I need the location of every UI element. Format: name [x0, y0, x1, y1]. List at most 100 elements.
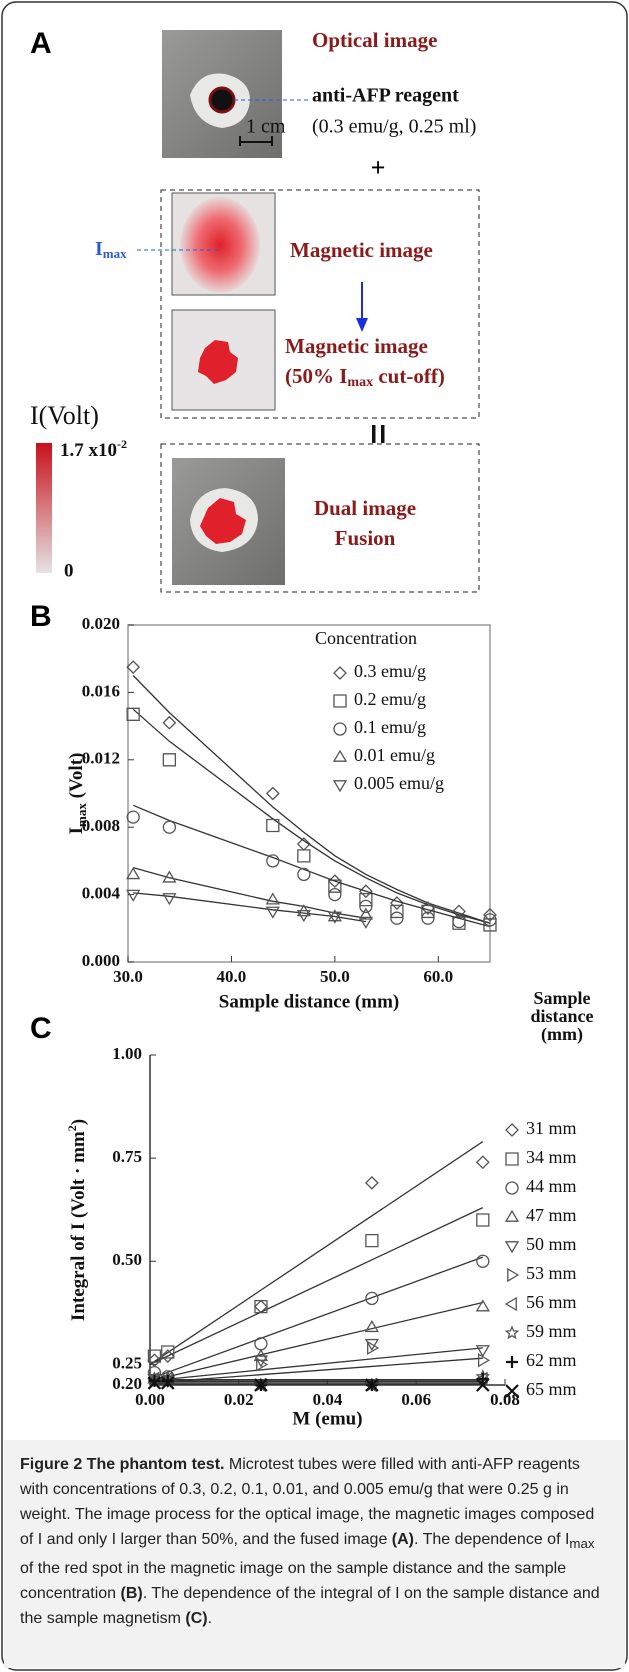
- x-tick-label: 50.0: [320, 967, 350, 986]
- marker: [475, 1299, 490, 1312]
- legend-marker: [332, 780, 348, 793]
- marker: [126, 660, 141, 675]
- marker: [390, 911, 404, 925]
- colorbar: [36, 443, 52, 573]
- y-tick-label: 0.75: [112, 1147, 142, 1166]
- legend-label: 50 mm: [526, 1234, 577, 1254]
- marker: [162, 753, 177, 767]
- marker: [364, 1338, 380, 1352]
- caption-text: . The dependence of I: [414, 1531, 570, 1548]
- legend-title: Sample: [533, 988, 590, 1008]
- reagent-label: anti-AFP reagent: [312, 85, 459, 107]
- equals-sign: [372, 425, 385, 443]
- cutoff-image: [171, 309, 276, 411]
- caption-ref: (B): [120, 1585, 143, 1603]
- x-tick-label: 0.08: [490, 1390, 520, 1409]
- caption-ref: (A): [391, 1531, 415, 1548]
- magnetic-box: [160, 189, 480, 419]
- caption-title: Figure 2 The phantom test.: [20, 1456, 225, 1473]
- marker: [297, 849, 311, 863]
- y-axis-label-main: Integral of I (Volt · mm: [68, 1131, 89, 1321]
- legend-label: 47 mm: [526, 1205, 577, 1225]
- reagent-detail: (0.3 emu/g, 0.25 ml): [312, 116, 476, 138]
- caption-ref: (C): [185, 1610, 208, 1628]
- colorbar-title: I(Volt): [30, 401, 99, 430]
- fit-line: [132, 804, 491, 928]
- marker: [266, 818, 280, 833]
- marker: [476, 1254, 490, 1268]
- fit-line: [149, 1207, 484, 1365]
- marker: [296, 909, 311, 923]
- marker: [254, 1378, 268, 1392]
- legend-label: 0.01 emu/g: [354, 745, 435, 765]
- y-tick-label: 0.000: [82, 951, 120, 970]
- marker: [365, 1378, 379, 1392]
- caption: Figure 2 The phantom test. Microtest tub…: [4, 1440, 625, 1668]
- fit-line: [133, 866, 367, 919]
- marker: [358, 907, 374, 920]
- fit-line: [149, 1301, 483, 1382]
- y-tick-label: 0.50: [112, 1250, 142, 1269]
- imax-main: I: [95, 238, 103, 260]
- optical-title: Optical image: [312, 28, 437, 52]
- legend-label: 0.1 emu/g: [354, 717, 426, 737]
- fusion-title: Fusion: [335, 526, 396, 550]
- marker: [126, 889, 141, 902]
- marker: [364, 1319, 380, 1333]
- caption-text: . The dependence of the integral of I on…: [20, 1585, 600, 1628]
- marker: [475, 1345, 490, 1358]
- fusion-photo: [172, 458, 285, 585]
- panel-label: B: [30, 600, 52, 633]
- fit-line: [149, 1256, 484, 1380]
- legend-label: 44 mm: [526, 1176, 577, 1196]
- marker: [148, 1374, 161, 1387]
- marker: [254, 1299, 268, 1314]
- marker: [365, 1233, 379, 1248]
- marker: [328, 887, 342, 902]
- cutoff-before: (50% I: [285, 364, 347, 388]
- caption-text: of the red spot in the magnetic image on…: [20, 1560, 567, 1603]
- marker: [147, 1349, 162, 1363]
- legend-marker: [507, 1267, 520, 1283]
- imax-label: Imax: [95, 238, 127, 261]
- y-tick-label: 0.25: [112, 1353, 142, 1372]
- y-tick-label: 0.20: [112, 1374, 142, 1393]
- legend-label: 65 mm: [526, 1379, 577, 1399]
- fit-line: [149, 1347, 483, 1382]
- legend-marker: [332, 749, 348, 762]
- marker: [421, 911, 435, 925]
- legend-marker: [504, 1296, 517, 1312]
- marker: [475, 1155, 490, 1170]
- marker: [126, 867, 141, 880]
- legend-title: distance: [531, 1006, 594, 1026]
- marker: [162, 715, 177, 730]
- fit-line: [132, 708, 491, 924]
- legend-marker: [333, 722, 347, 736]
- marker: [126, 707, 140, 721]
- legend-label: 62 mm: [526, 1350, 577, 1370]
- marker: [367, 1340, 380, 1356]
- legend-marker: [505, 1152, 519, 1166]
- colorbar-max: 1.7 x10-2: [60, 437, 127, 462]
- marker: [160, 1376, 175, 1390]
- legend-marker: [505, 1123, 519, 1137]
- fit-line: [149, 1357, 483, 1384]
- cutoff-sub: max: [347, 375, 373, 390]
- legend-label: 0.3 emu/g: [354, 661, 426, 681]
- legend-label: 59 mm: [526, 1321, 577, 1341]
- y-tick-label: 0.016: [82, 681, 120, 700]
- x-tick-label: 40.0: [217, 967, 247, 986]
- legend-label: 31 mm: [526, 1118, 577, 1138]
- marker: [161, 1374, 174, 1387]
- marker: [265, 892, 280, 905]
- marker: [162, 820, 177, 834]
- cutoff-title: Magnetic image: [285, 334, 428, 358]
- x-tick-label: 30.0: [113, 967, 143, 986]
- scale-bar-label: 1 cm: [246, 116, 286, 138]
- legend-marker: [504, 1241, 520, 1254]
- caption-text: Microtest tubes were filled with anti-AF…: [20, 1456, 595, 1548]
- panel-label: C: [30, 1012, 52, 1045]
